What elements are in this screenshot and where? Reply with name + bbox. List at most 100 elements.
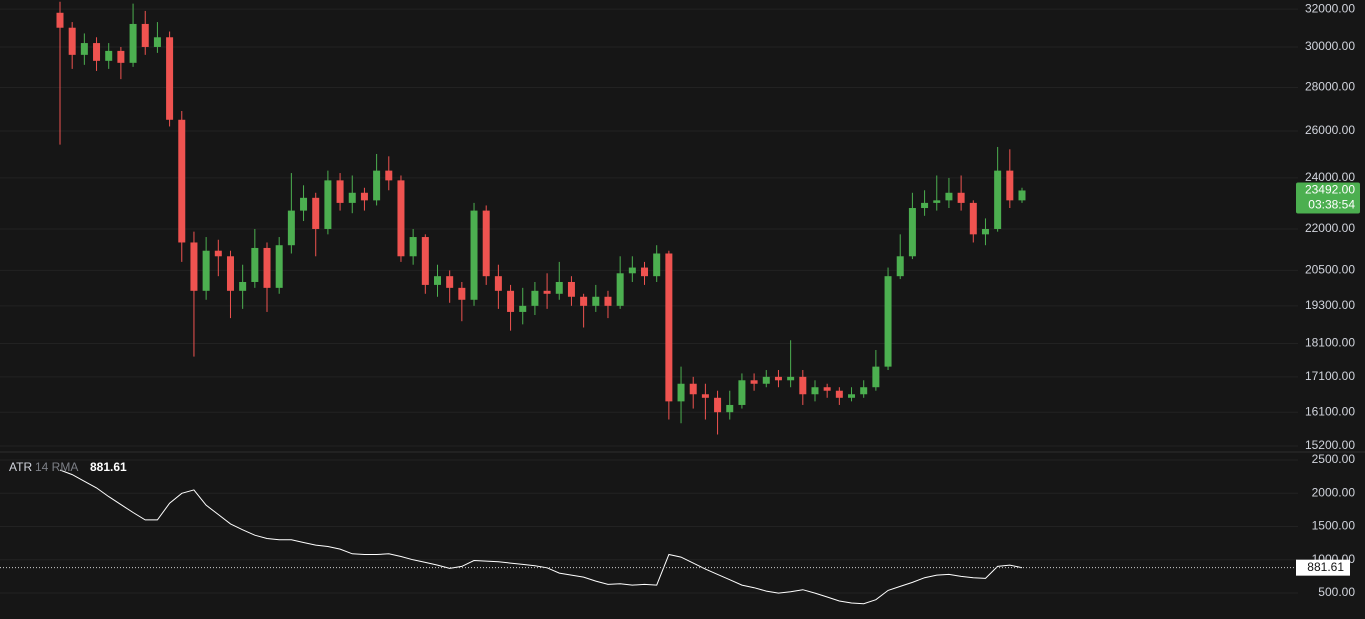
candle-body: [214, 250, 222, 257]
candle-body: [239, 281, 247, 291]
candle-body: [190, 242, 198, 291]
candle-body: [726, 404, 734, 413]
candle-body: [896, 256, 904, 277]
bar-countdown: 03:38:54: [1308, 198, 1355, 212]
candle-body: [300, 197, 308, 211]
candle-body: [385, 170, 393, 181]
candle-body: [677, 383, 685, 402]
candle-body: [860, 387, 868, 395]
indicator-name: ATR: [9, 460, 32, 474]
y-tick-label: 2500.00: [1312, 452, 1356, 466]
candle-body: [324, 180, 332, 229]
candle-body: [884, 276, 892, 367]
candle-body: [263, 247, 271, 288]
y-tick-label: 18100.00: [1305, 336, 1355, 350]
candle-body: [567, 281, 575, 297]
y-tick-label: 1500.00: [1312, 519, 1356, 533]
candle-body: [580, 296, 588, 306]
y-tick-label: 15200.00: [1305, 438, 1355, 452]
candle-body: [641, 267, 649, 277]
y-tick-label: 32000.00: [1305, 1, 1355, 15]
candle-body: [908, 208, 916, 257]
candle-body: [799, 376, 807, 395]
y-tick-label: 30000.00: [1305, 39, 1355, 53]
y-tick-label: 20500.00: [1305, 263, 1355, 277]
candle-body: [957, 192, 965, 203]
candle-body: [811, 387, 819, 395]
candle-body: [507, 290, 515, 312]
candle-body: [80, 43, 88, 55]
candle-body: [202, 250, 210, 291]
candle-body: [482, 210, 490, 277]
candle-body: [494, 276, 502, 291]
candle-body: [750, 380, 758, 384]
y-tick-label: 16100.00: [1305, 404, 1355, 418]
candle-body: [409, 237, 417, 257]
candle-body: [141, 23, 149, 47]
candle-body: [1018, 190, 1026, 201]
candle-body: [421, 237, 429, 285]
candle-body: [921, 202, 929, 209]
y-tick-label: 500.00: [1318, 585, 1355, 599]
candle-body: [470, 210, 478, 300]
y-tick-label: 22000.00: [1305, 221, 1355, 235]
candle-body: [762, 376, 770, 384]
y-tick-label: 19300.00: [1305, 298, 1355, 312]
candle-body: [665, 253, 673, 402]
candle-body: [68, 27, 76, 55]
candle-body: [531, 290, 539, 306]
candle-body: [312, 197, 320, 229]
candle-body: [348, 192, 356, 203]
y-tick-label: 26000.00: [1305, 123, 1355, 137]
candle-body: [360, 192, 368, 201]
candle-body: [628, 267, 636, 274]
candle-body: [616, 273, 624, 306]
candle-body: [153, 37, 161, 47]
candle-body: [848, 394, 856, 398]
candle-body: [56, 12, 64, 28]
candle-body: [774, 376, 782, 381]
candle-body: [945, 192, 953, 201]
indicator-line: [59, 469, 1023, 605]
candle-body: [397, 180, 405, 257]
indicator-params: 14 RMA: [35, 460, 78, 474]
candle-body: [117, 50, 125, 63]
candle-body: [555, 281, 563, 294]
candle-body: [275, 245, 283, 288]
indicator-value: 881.61: [90, 460, 127, 474]
candle-body: [653, 253, 661, 277]
atr-legend: ATR 14 RMA 881.61: [9, 460, 127, 474]
candle-body: [446, 276, 454, 288]
candle-body: [689, 383, 697, 395]
candle-body: [738, 380, 746, 405]
candle-body: [787, 376, 795, 381]
last-value-box: [1296, 559, 1350, 576]
candle-body: [823, 387, 831, 391]
candle-body: [835, 390, 843, 398]
candle-body: [994, 170, 1002, 229]
candle-body: [336, 180, 344, 203]
y-tick-label: 28000.00: [1305, 80, 1355, 94]
candle-body: [433, 276, 441, 285]
candle-body: [1006, 170, 1014, 201]
candle-body: [251, 247, 259, 282]
candle-body: [178, 119, 186, 243]
last-price-box: [1296, 182, 1360, 214]
candle-body: [604, 296, 612, 306]
last-price-label: 23492.00: [1305, 183, 1355, 197]
candle-body: [226, 256, 234, 291]
candle-body: [592, 296, 600, 306]
last-value-label: 881.61: [1307, 560, 1344, 574]
candle-body: [714, 397, 722, 413]
candle-body: [373, 170, 381, 201]
candle-body: [93, 43, 101, 61]
candle-body: [969, 202, 977, 235]
candle-body: [458, 287, 466, 300]
candle-body: [166, 37, 174, 120]
y-tick-label: 2000.00: [1312, 485, 1356, 499]
candle-body: [933, 200, 941, 203]
candle-body: [287, 210, 295, 246]
